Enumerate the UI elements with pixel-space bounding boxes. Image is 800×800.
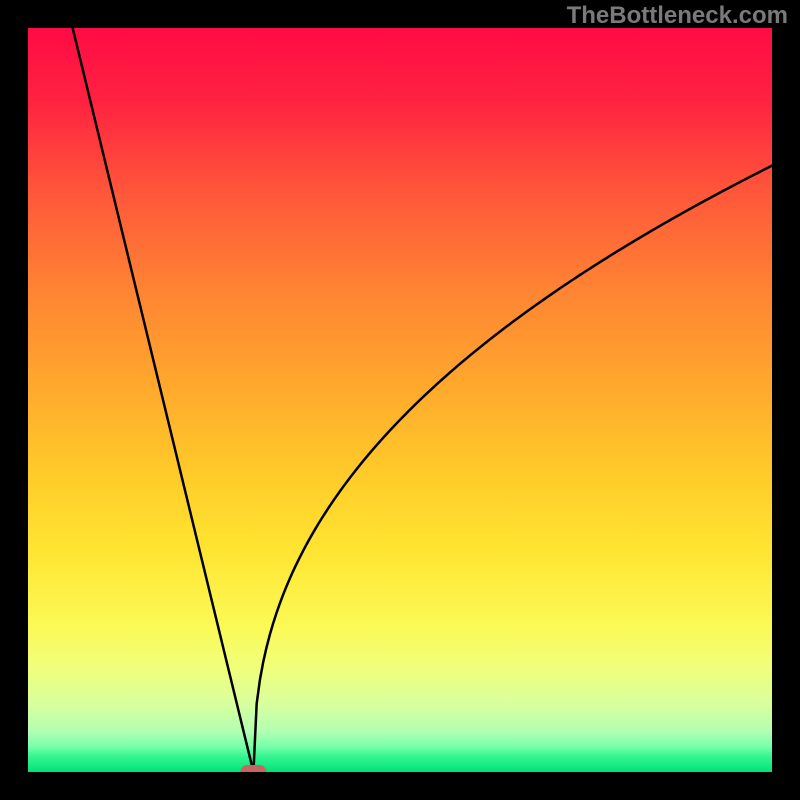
bottleneck-curve-chart xyxy=(0,0,800,800)
chart-container: { "watermark": { "text": "TheBottleneck.… xyxy=(0,0,800,800)
gradient-background xyxy=(28,28,772,772)
watermark-text: TheBottleneck.com xyxy=(567,2,788,30)
